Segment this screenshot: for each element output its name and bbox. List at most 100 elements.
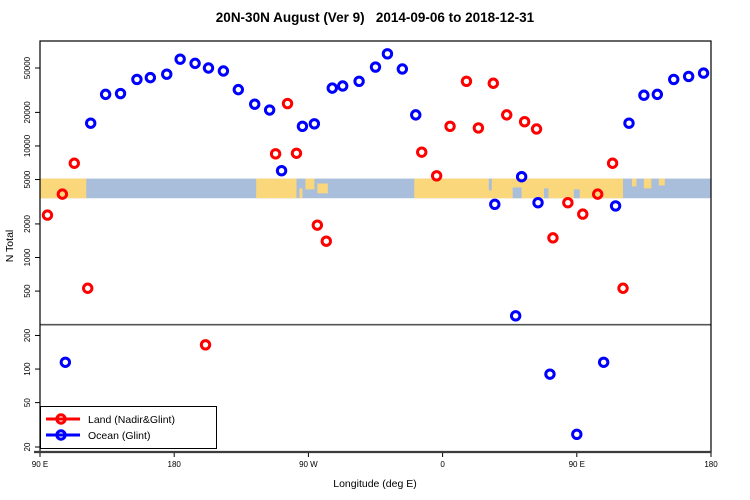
- x-tick-label: 0: [440, 460, 445, 469]
- y-tick-label: 500: [23, 284, 32, 298]
- ocean-point: [381, 48, 394, 60]
- y-tick-label: 20000: [23, 101, 32, 124]
- land-point: [281, 97, 294, 110]
- legend-box: [40, 406, 217, 449]
- land-point: [311, 219, 324, 231]
- ocean-point: [410, 109, 422, 121]
- ocean-point: [59, 356, 72, 368]
- land-point: [290, 147, 303, 159]
- ocean-point: [114, 87, 127, 100]
- ocean-point: [189, 57, 201, 70]
- map-band-land-speckle: [305, 178, 315, 190]
- land-point: [199, 339, 212, 351]
- land-point: [82, 282, 94, 294]
- legend-land-marker-icon: [55, 413, 67, 425]
- y-tick-label: 50: [23, 398, 32, 407]
- legend: Land (Nadir&Glint) Ocean (Glint): [40, 406, 217, 449]
- ocean-point: [174, 53, 186, 65]
- land-point: [577, 208, 589, 220]
- land-point: [444, 120, 456, 133]
- ocean-point: [353, 75, 365, 87]
- y-tick-label: 100: [23, 362, 32, 376]
- ocean-point: [597, 356, 610, 368]
- legend-ocean-marker-icon: [55, 429, 67, 441]
- land-point: [41, 209, 54, 221]
- ocean-point: [84, 117, 97, 129]
- map-band-land-speckle: [299, 188, 303, 199]
- ocean-point: [396, 63, 409, 75]
- land-point: [68, 157, 80, 169]
- land-point: [430, 170, 443, 182]
- ocean-point: [532, 196, 544, 209]
- ocean-point: [609, 200, 622, 212]
- map-band-land: [40, 178, 87, 199]
- x-axis-label: Longitude (deg E): [333, 478, 416, 490]
- map-band-water-patch: [512, 187, 522, 199]
- y-tick-label: 50000: [23, 56, 32, 79]
- chart-title: 20N-30N August (Ver 9) 2014-09-06 to 201…: [216, 10, 535, 25]
- map-band-land-speckle: [317, 183, 328, 194]
- ocean-point: [682, 70, 695, 83]
- ocean-point: [249, 98, 261, 110]
- map-band-land: [256, 178, 297, 199]
- land-point: [530, 123, 543, 135]
- map-band-land-speckle: [658, 178, 665, 186]
- ocean-point: [161, 68, 173, 80]
- map-band-land-speckle: [631, 178, 637, 187]
- land-point: [472, 122, 485, 134]
- ocean-point: [275, 165, 288, 177]
- ocean-point: [544, 368, 556, 380]
- map-band-land-speckle: [643, 178, 652, 189]
- ocean-point: [326, 82, 338, 94]
- land-point: [269, 148, 282, 160]
- y-tick-label: 5000: [23, 170, 32, 188]
- ocean-point: [296, 120, 309, 133]
- ocean-point: [99, 88, 112, 101]
- map-band-water-patch: [543, 188, 549, 199]
- land-point: [501, 109, 513, 121]
- y-tick-label: 20: [23, 442, 32, 451]
- x-tick-label: 90 E: [32, 460, 48, 469]
- ocean-point: [489, 198, 501, 210]
- y-tick-label: 1000: [23, 248, 32, 266]
- ocean-point: [217, 65, 230, 77]
- ocean-point: [202, 62, 215, 74]
- ocean-point: [336, 80, 349, 92]
- ocean-point: [651, 88, 664, 101]
- x-tick-label: 180: [704, 460, 718, 469]
- ocean-point: [571, 428, 583, 440]
- land-point: [562, 196, 574, 209]
- ocean-point: [263, 104, 276, 116]
- land-point: [56, 188, 69, 200]
- legend-land-label: Land (Nadir&Glint): [88, 414, 175, 426]
- ocean-point: [308, 118, 321, 130]
- land-point: [547, 232, 559, 244]
- y-tick-label: 200: [23, 328, 32, 342]
- y-axis-label: N Total: [4, 230, 16, 263]
- x-tick-label: 90 W: [299, 460, 318, 469]
- ocean-point: [232, 83, 245, 96]
- plot-border: [39, 40, 712, 453]
- x-tick-label: 180: [168, 460, 182, 469]
- ocean-point: [668, 73, 680, 86]
- ocean-point: [623, 117, 635, 129]
- legend-ocean-label: Ocean (Glint): [88, 430, 150, 442]
- land-point: [460, 75, 473, 87]
- ocean-point: [509, 310, 522, 322]
- land-point: [617, 282, 629, 294]
- land-point: [606, 157, 619, 169]
- land-point: [591, 188, 604, 200]
- map-band-water-patch: [488, 178, 492, 191]
- land-point: [487, 77, 499, 89]
- y-tick-label: 2000: [23, 214, 32, 232]
- x-tick-label: 90 E: [569, 460, 585, 469]
- y-tick-label: 10000: [23, 134, 32, 157]
- ocean-point: [515, 171, 528, 183]
- land-point: [416, 146, 428, 158]
- map-band-water-patch: [573, 189, 580, 199]
- ocean-point: [697, 67, 710, 79]
- ocean-point: [131, 73, 143, 86]
- ocean-point: [638, 89, 650, 101]
